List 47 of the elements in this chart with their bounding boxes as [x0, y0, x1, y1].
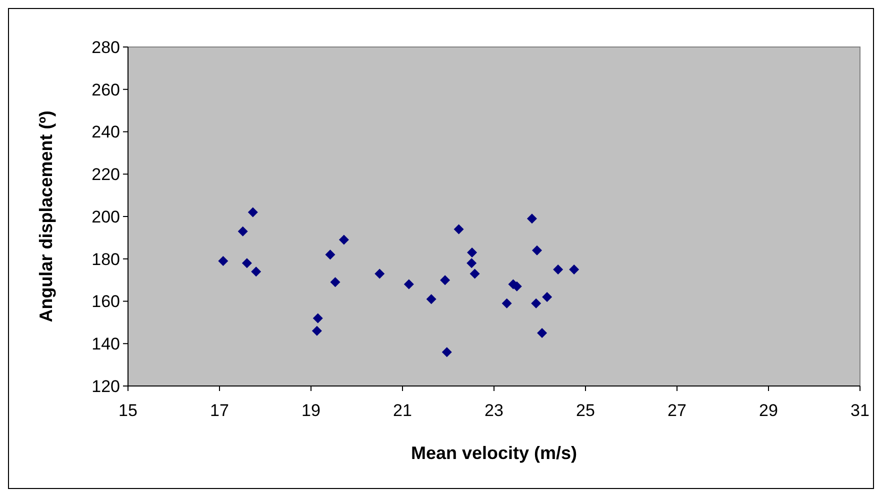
point [325, 250, 336, 260]
point [502, 298, 512, 308]
x-tick-label: 31 [850, 401, 870, 420]
point [454, 224, 464, 234]
point [537, 328, 548, 338]
point [470, 268, 480, 279]
point [426, 294, 436, 304]
point [532, 245, 542, 256]
point [531, 298, 542, 308]
point [542, 292, 552, 302]
y-tick-label: 160 [92, 292, 120, 312]
point [440, 275, 450, 286]
x-tick-label: 15 [118, 401, 138, 420]
y-tick-label: 180 [92, 250, 120, 269]
y-tick-label: 200 [92, 207, 120, 226]
point [238, 226, 248, 236]
point [248, 207, 258, 218]
point [218, 256, 228, 266]
y-tick-label: 280 [92, 38, 120, 57]
y-axis-title: Angular displacement (º) [36, 110, 56, 322]
point [553, 264, 564, 274]
x-tick-label: 23 [484, 401, 504, 420]
point [569, 264, 580, 274]
point [404, 279, 414, 290]
point [466, 258, 477, 268]
x-tick-label: 21 [393, 401, 412, 420]
x-tick-label: 19 [302, 401, 320, 420]
point [242, 258, 252, 268]
y-tick-label: 240 [92, 122, 120, 142]
point [467, 248, 478, 258]
point [442, 347, 452, 358]
x-tick-label: 27 [668, 401, 686, 420]
x-tick-label: 25 [576, 401, 595, 420]
y-tick-label: 220 [92, 165, 120, 184]
x-tick-label: 17 [210, 401, 229, 420]
point [312, 313, 323, 324]
point [330, 277, 340, 288]
point [526, 214, 537, 224]
point [374, 268, 385, 279]
point [338, 234, 349, 245]
x-axis-title: Mean velocity (m/s) [410, 443, 578, 463]
y-tick-label: 120 [92, 376, 120, 396]
y-tick-label: 140 [92, 334, 120, 354]
point [312, 326, 322, 336]
point [251, 266, 262, 277]
y-tick-label: 260 [92, 80, 120, 100]
x-tick-label: 29 [759, 401, 778, 420]
